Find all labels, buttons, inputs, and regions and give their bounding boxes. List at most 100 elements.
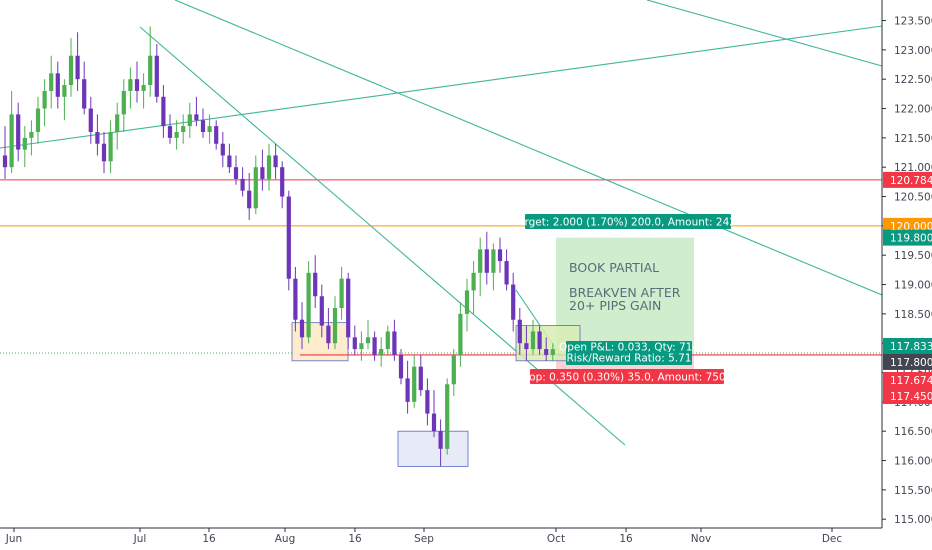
candle-body	[16, 114, 21, 150]
candle-body	[339, 278, 344, 308]
candle-body	[412, 366, 417, 402]
price-label-bg	[883, 229, 932, 246]
candle-body	[346, 278, 351, 338]
price-label: 117.450	[890, 391, 932, 403]
candle-body	[544, 349, 549, 355]
candle-body	[233, 167, 239, 179]
candle-body	[181, 126, 186, 132]
candle-body	[101, 143, 107, 162]
target-label: Target: 2.000 (1.70%) 200.0, Amount: 242…	[512, 217, 742, 229]
candle-body	[174, 132, 179, 138]
candle-body	[372, 337, 377, 355]
candle-body	[253, 167, 258, 209]
x-tick-label: Aug	[275, 533, 296, 545]
x-tick-label: 16	[348, 533, 362, 545]
y-tick-label: 120.500	[894, 192, 932, 204]
y-tick-label: 123.500	[894, 16, 932, 28]
candle-body	[240, 178, 245, 191]
candle-body	[260, 167, 265, 179]
y-tick-label: 118.500	[894, 309, 932, 321]
candle-body	[438, 431, 443, 449]
candle-body	[299, 319, 305, 338]
candle-body	[134, 79, 140, 91]
candle-body	[405, 378, 410, 402]
candle-body	[88, 108, 93, 132]
candle-body	[68, 55, 74, 86]
candle-body	[464, 290, 470, 314]
note-line: BOOK PARTIAL	[569, 260, 659, 275]
y-tick-label: 119.500	[894, 250, 932, 262]
y-tick-label: 122.000	[894, 104, 932, 116]
y-tick-label: 119.000	[894, 280, 932, 292]
candle-body	[425, 390, 430, 414]
candle-body	[75, 55, 80, 80]
candle-body	[247, 190, 252, 209]
y-tick-label: 122.500	[894, 74, 932, 86]
x-tick-label: Jul	[133, 533, 147, 545]
candle-body	[319, 296, 324, 326]
candle-body	[398, 354, 404, 379]
candle-body	[266, 155, 272, 179]
price-label-bg	[883, 388, 932, 404]
candle-body	[62, 85, 67, 97]
candle-body	[471, 272, 476, 291]
candle-body	[517, 319, 522, 344]
x-tick-label: 16	[202, 533, 216, 545]
candle-body	[227, 155, 232, 168]
candle-body	[550, 349, 555, 355]
note-line: BREAKVEN AFTER	[569, 285, 681, 300]
candle-body	[154, 55, 159, 97]
candle-body	[22, 137, 27, 150]
candle-body	[9, 114, 14, 168]
rr-label: Risk/Reward Ratio: 5.71	[567, 353, 692, 365]
candle-body	[530, 331, 536, 350]
y-tick-label: 121.500	[894, 133, 932, 145]
candle-body	[293, 278, 298, 320]
price-label-bg	[883, 353, 932, 370]
candle-body	[273, 155, 278, 168]
candle-body	[306, 272, 311, 338]
trend-line	[646, 0, 883, 67]
candle-body	[82, 79, 87, 109]
candle-body	[445, 384, 450, 449]
y-tick-label: 121.000	[894, 162, 932, 174]
range-box	[397, 430, 469, 467]
candle-body	[55, 73, 60, 97]
candle-body	[478, 249, 483, 273]
price-label: 117.833	[890, 341, 932, 353]
candle-body	[451, 354, 456, 385]
rr-label-bg	[566, 352, 692, 365]
candle-body	[194, 114, 199, 121]
y-tick-label: 116.000	[894, 456, 932, 468]
candle-body	[332, 308, 338, 344]
candle-body	[280, 167, 285, 197]
candle-body	[313, 272, 318, 297]
candle-body	[385, 331, 390, 350]
candle-body	[497, 249, 503, 262]
candle-body	[511, 284, 516, 320]
x-tick-label: 16	[619, 533, 633, 545]
candle-body	[187, 114, 192, 127]
candle-body	[200, 120, 206, 132]
candle-body	[128, 79, 133, 91]
y-tick-label: 115.500	[894, 485, 932, 497]
price-label-bg	[883, 171, 932, 188]
candle-body	[491, 249, 496, 273]
candle-body	[95, 132, 100, 144]
candle-body	[326, 325, 331, 344]
candle-body	[148, 55, 153, 86]
candle-body	[379, 349, 384, 355]
candle-body	[121, 90, 126, 115]
candle-body	[418, 366, 423, 391]
note-line: 20+ PIPS GAIN	[569, 298, 661, 313]
candles-layer[interactable]	[2, 26, 555, 467]
price-label-bg	[883, 372, 932, 388]
x-tick-label: Nov	[691, 533, 712, 545]
open-pl-label: Open P&L: 0.033, Qty: 714	[559, 342, 699, 354]
candle-body	[115, 114, 120, 132]
candle-body	[286, 196, 291, 279]
candle-body	[29, 132, 34, 138]
